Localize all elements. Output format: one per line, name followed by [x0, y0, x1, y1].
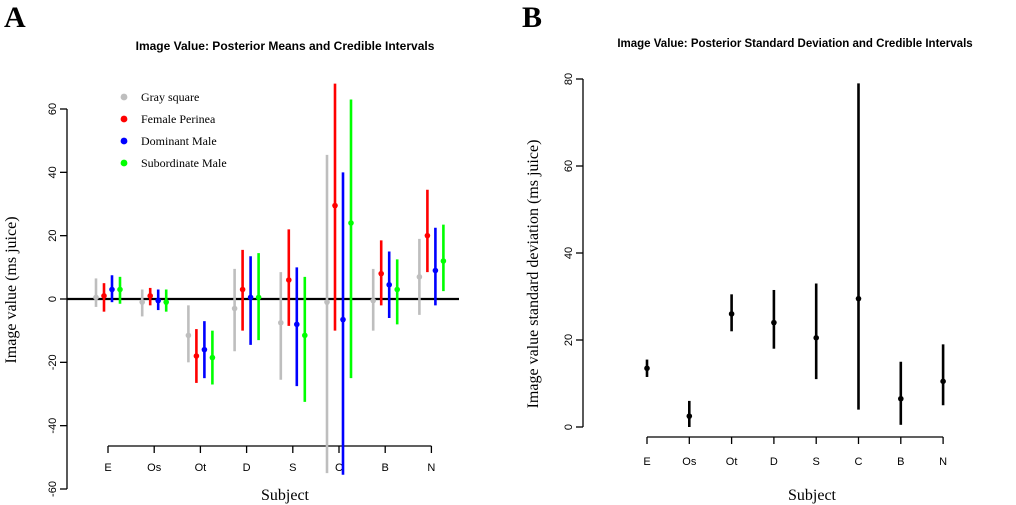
chart-b-y-label: Image value standard deviation (ms juice… — [525, 140, 542, 409]
chart-b-x-tick-label-n: N — [939, 456, 947, 468]
chart-a-legend-marker-gray-square — [120, 93, 128, 101]
chart-b-y-tick-label: 20 — [563, 334, 575, 346]
chart-b-mean-n — [940, 378, 946, 385]
chart-a-title: Image Value: Posterior Means and Credibl… — [136, 39, 435, 53]
chart-a-legend: Gray square Female Perinea Dominant Male Su… — [120, 90, 227, 170]
chart-a-legend-label-female-perinea: Female Perinea — [141, 112, 216, 126]
chart-a-mean-female-perinea-os — [147, 293, 153, 299]
chart-a-x-tick-label-n: N — [427, 462, 435, 474]
chart-a-mean-gray-square-d — [231, 305, 238, 312]
chart-a-y-tick-label: 40 — [47, 166, 59, 178]
chart-a-mean-gray-square-ot — [185, 332, 192, 339]
chart-a-mean-subordinate-male-s — [302, 332, 308, 339]
chart-a-y-tick-label: 60 — [47, 103, 59, 115]
chart-a-x-tick-label-b: B — [382, 462, 389, 474]
chart-a-x-label: Subject — [261, 487, 310, 504]
chart-b-y-tick-label: 60 — [563, 160, 575, 172]
chart-a: A Image Value: Posterior Means and Credi… — [3, 1, 459, 504]
chart-b-mean-ot — [728, 311, 735, 317]
chart-a-mean-subordinate-male-c — [348, 220, 354, 226]
chart-a-mean-dominant-male-os — [155, 297, 161, 304]
chart-a-mean-gray-square-os — [139, 299, 145, 305]
chart-a-mean-female-perinea-s — [286, 277, 292, 283]
chart-b-y-tick-label: 40 — [563, 247, 575, 259]
chart-b-x-tick-label-b: B — [897, 456, 904, 468]
chart-a-legend-label-subordinate-male: Subordinate Male — [141, 156, 227, 170]
chart-b-mean-os — [686, 413, 693, 419]
chart-a-legend-marker-female-perinea — [120, 115, 128, 123]
chart-a-axes: -60 -40 -20 0 20 40 60 E Os Ot D S C B N — [47, 103, 459, 497]
chart-a-mean-dominant-male-n — [432, 267, 439, 274]
chart-b: B Image Value: Posterior Standard Deviat… — [522, 1, 973, 504]
chart-b-axes: 0 20 40 60 80 E Os Ot D S C B N — [563, 73, 947, 468]
chart-a-x-tick-label-ot: Ot — [195, 462, 207, 474]
chart-a-mean-dominant-male-s — [294, 321, 300, 328]
chart-b-mean-e — [644, 365, 650, 372]
chart-b-title: Image Value: Posterior Standard Deviatio… — [617, 38, 972, 50]
chart-b-x-tick-label-c: C — [855, 456, 863, 468]
chart-b-x-label: Subject — [788, 487, 837, 504]
chart-b-y-tick-label: 0 — [563, 424, 575, 430]
chart-a-legend-label-dominant-male: Dominant Male — [141, 134, 217, 148]
chart-a-x-tick-label-s: S — [289, 462, 296, 474]
chart-b-marks — [644, 83, 946, 427]
chart-a-y-tick-label: -40 — [47, 418, 59, 434]
chart-a-mean-subordinate-male-ot — [209, 354, 216, 361]
chart-a-mean-subordinate-male-b — [394, 286, 401, 293]
chart-a-mean-female-perinea-d — [239, 286, 246, 293]
chart-a-mean-gray-square-e — [93, 294, 99, 301]
chart-a-mean-dominant-male-ot — [201, 346, 208, 353]
chart-a-mean-female-perinea-ot — [193, 353, 200, 359]
chart-a-y-tick-label: 20 — [47, 230, 59, 242]
chart-b-mean-c — [855, 295, 862, 302]
chart-a-x-tick-label-os: Os — [147, 462, 162, 474]
chart-a-mean-subordinate-male-n — [440, 258, 447, 264]
chart-a-x-tick-label-e: E — [104, 462, 111, 474]
chart-a-mean-dominant-male-d — [247, 294, 254, 301]
chart-a-legend-label-gray-square: Gray square — [141, 90, 199, 104]
chart-b-x-tick-label-ot: Ot — [726, 456, 738, 468]
chart-a-y-tick-label: -20 — [47, 354, 59, 370]
chart-b-x-tick-label-e: E — [643, 456, 650, 468]
chart-b-mean-b — [898, 395, 904, 402]
chart-a-mean-female-perinea-n — [424, 232, 431, 239]
chart-a-mean-female-perinea-c — [332, 202, 338, 209]
chart-a-y-tick-label: -60 — [47, 481, 59, 497]
chart-a-mean-gray-square-s — [278, 319, 284, 326]
chart-a-marks — [93, 83, 447, 475]
chart-a-mean-female-perinea-b — [378, 270, 385, 277]
chart-b-y-tick-label: 80 — [563, 73, 575, 85]
chart-a-mean-dominant-male-b — [386, 281, 393, 288]
chart-a-mean-subordinate-male-os — [163, 299, 169, 305]
chart-a-mean-subordinate-male-d — [255, 294, 262, 301]
chart-a-mean-gray-square-c — [324, 299, 330, 305]
chart-a-mean-gray-square-b — [370, 297, 377, 304]
chart-a-x-tick-label-d: D — [243, 462, 251, 474]
chart-a-mean-subordinate-male-e — [117, 286, 123, 293]
chart-b-mean-d — [771, 319, 777, 326]
chart-a-legend-marker-dominant-male — [120, 137, 128, 145]
chart-a-y-tick-label: 0 — [47, 296, 59, 302]
panel-letter-a: A — [4, 1, 26, 34]
chart-a-y-label: Image value (ms juice) — [3, 216, 20, 363]
panel-letter-b: B — [522, 1, 542, 34]
chart-b-x-tick-label-os: Os — [682, 456, 697, 468]
chart-a-x-tick-label-c: C — [335, 462, 343, 474]
chart-a-mean-dominant-male-c — [340, 316, 346, 323]
chart-a-mean-gray-square-n — [416, 274, 423, 280]
chart-a-mean-female-perinea-e — [101, 293, 107, 299]
chart-b-mean-s — [813, 335, 819, 341]
chart-b-x-tick-label-s: S — [813, 456, 820, 468]
chart-b-x-tick-label-d: D — [770, 456, 778, 468]
chart-a-mean-dominant-male-e — [109, 286, 115, 293]
chart-a-legend-marker-subordinate-male — [120, 159, 128, 167]
